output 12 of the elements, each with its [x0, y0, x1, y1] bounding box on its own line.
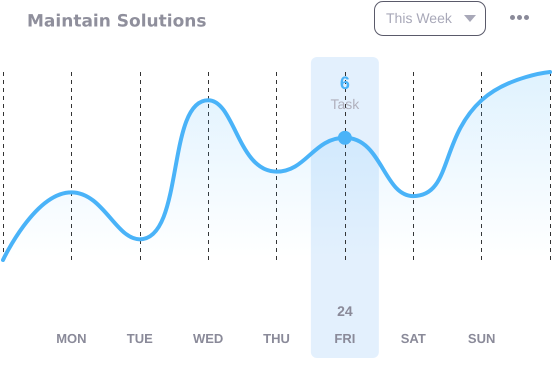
annotation: Task — [330, 96, 360, 112]
text: 24 — [337, 303, 353, 319]
x-tick-label: THU — [263, 331, 290, 346]
chart-title: Maintain Solutions — [27, 12, 206, 32]
x-tick-label: SAT — [400, 331, 426, 346]
x-tick-label: MON — [56, 331, 87, 346]
x-tick-label: SUN — [468, 331, 496, 346]
x-tick-label: TUE — [126, 331, 154, 346]
text: This Week — [386, 10, 452, 26]
annotation: 6 — [340, 73, 350, 93]
x-tick-label: FRI — [334, 331, 356, 346]
x-tick-label: WED — [192, 331, 224, 346]
